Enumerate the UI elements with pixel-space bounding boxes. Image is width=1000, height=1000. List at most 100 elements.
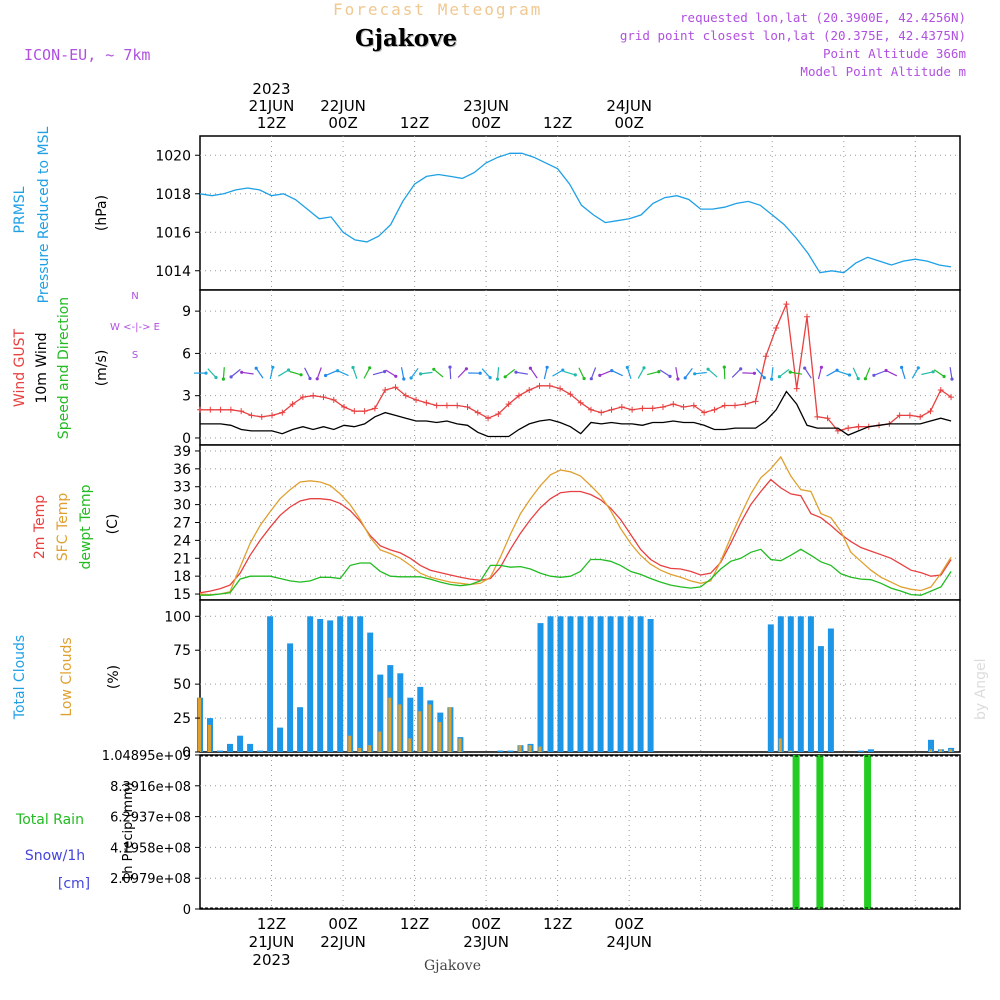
wind-direction-arrowhead: [383, 370, 387, 374]
precip-tick-label: 4.1958e+08: [110, 841, 191, 856]
gust-marker: [711, 406, 718, 413]
gust-marker: [351, 408, 358, 415]
bottom-time-label: 00Z: [471, 915, 500, 933]
cloud-total-bar: [247, 743, 254, 752]
cloud-total-bar: [607, 616, 614, 752]
wind-direction-arrowhead: [777, 375, 782, 379]
point-altitude: Point Altitude 366m: [823, 46, 966, 61]
gust-marker: [742, 401, 749, 408]
wind-direction-arrowhead: [478, 371, 482, 375]
wind-direction-arrow: [552, 369, 564, 377]
bottom-time-label: 2023: [252, 951, 290, 969]
cloud-low-bar: [518, 745, 522, 752]
wind-direction-arrow: [385, 369, 397, 377]
wind-direction-arrowhead: [561, 368, 565, 372]
temp-tick-label: 24: [173, 533, 191, 549]
gust-marker: [608, 406, 615, 413]
wind-direction-arrowhead: [514, 370, 518, 374]
top-time-label: 12Z: [257, 114, 286, 132]
wind-direction-arrow: [410, 367, 419, 379]
compass-we: W <-|-> E: [110, 322, 160, 333]
cloud-total-bar: [827, 628, 834, 752]
clouds-tick-label: 75: [173, 643, 191, 659]
wind-direction-arrowhead: [432, 367, 436, 371]
wind-direction-arrowhead: [464, 367, 468, 371]
cloud-low-bar: [788, 750, 792, 752]
wind-direction-arrow: [684, 367, 693, 379]
wind-label-1: Wind GUST: [12, 328, 28, 407]
top-time-label: 00Z: [471, 114, 500, 132]
cloud-low-bar: [408, 738, 412, 752]
cloud-total-bar: [557, 616, 564, 752]
wind-direction-arrow: [222, 367, 225, 380]
wind-direction-arrow: [771, 367, 774, 380]
cloud-total-bar: [817, 646, 824, 752]
precip-label-3: [cm]: [58, 876, 90, 892]
cloud-low-bar: [528, 745, 532, 752]
gust-marker: [948, 394, 955, 401]
wind-direction-arrow: [779, 369, 790, 378]
gust-marker: [598, 409, 605, 416]
wind-direction-arrow: [481, 368, 491, 379]
gust-marker: [464, 403, 471, 410]
cloud-total-bar: [637, 616, 644, 752]
wind-direction-arrowhead: [287, 368, 291, 372]
pressure-tick-label: 1018: [155, 187, 191, 203]
wind-direction-arrowhead: [722, 365, 726, 369]
gust-marker: [752, 398, 759, 405]
cloud-total-bar: [507, 750, 514, 752]
gust-marker: [289, 401, 296, 408]
wind-direction-arrowhead: [315, 377, 319, 381]
precip-tick-label: 8.3916e+08: [110, 780, 191, 795]
gust-marker: [567, 391, 574, 398]
gust-marker: [639, 405, 646, 412]
wind-direction-arrowhead: [368, 366, 372, 370]
temp-tick-label: 15: [173, 587, 191, 603]
cloud-low-bar: [368, 745, 372, 752]
location-title: Gjakove: [355, 25, 458, 52]
bottom-time-label: 21JUN: [249, 933, 295, 951]
gust-marker: [423, 399, 430, 406]
gust-marker: [227, 406, 234, 413]
gust-marker: [197, 406, 203, 413]
precip-tick-label: 6.2937e+08: [110, 811, 191, 826]
rain-bar: [864, 755, 872, 909]
precip-tick-label: 2.0979e+08: [110, 872, 191, 887]
wind-direction-arrow: [901, 367, 906, 380]
cloud-total-bar: [647, 619, 654, 752]
cloud-total-bar: [807, 616, 814, 752]
gust-marker: [917, 413, 924, 420]
gust-marker: [732, 402, 739, 409]
cloud-total-bar: [367, 632, 374, 752]
gust-marker: [217, 406, 224, 413]
wind-direction-arrow: [543, 367, 548, 380]
pressure-tick-label: 1016: [155, 225, 191, 241]
gust-marker: [896, 412, 903, 419]
wind-direction-arrowhead: [657, 370, 661, 374]
wind-direction-arrowhead: [488, 376, 492, 380]
cloud-low-bar: [778, 738, 782, 752]
gust-marker: [248, 412, 255, 419]
clouds-tick-label: 25: [173, 711, 191, 727]
wind-direction-arrow: [885, 369, 898, 377]
cloud-low-bar: [348, 735, 352, 752]
wind-direction-arrowhead: [214, 375, 218, 380]
clouds-label-2: Low Clouds: [59, 637, 75, 716]
gust-marker: [824, 415, 831, 422]
wind-direction-arrow: [826, 369, 838, 377]
cloud-total-bar: [797, 616, 804, 752]
wind-direction-arrow: [289, 370, 302, 376]
wind-direction-arrowhead: [872, 373, 876, 377]
wind-direction-arrow: [694, 371, 707, 375]
wind-direction-arrowhead: [503, 375, 507, 379]
wind-direction-arrowhead: [683, 376, 687, 380]
wind-frame: [199, 289, 961, 446]
bottom-time-label: 00Z: [614, 915, 643, 933]
cloud-total-bar: [297, 707, 304, 752]
precip-frame: [199, 754, 961, 910]
cloud-total-bar: [227, 743, 233, 752]
wind-direction-arrow: [933, 369, 945, 377]
cloud-total-bar: [928, 739, 934, 752]
wind-direction-arrowhead: [676, 377, 680, 381]
